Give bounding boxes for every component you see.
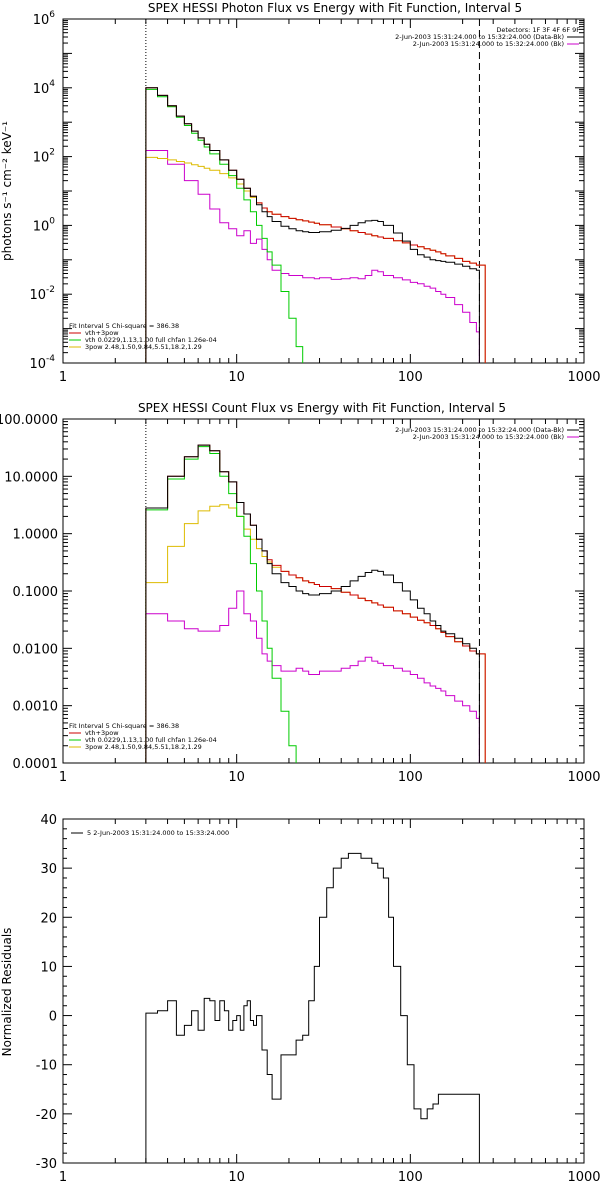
y-tick-label: 0.0010 <box>13 700 59 715</box>
count-flux-panel: SPEX HESSI Count Flux vs Energy with Fit… <box>0 401 600 785</box>
x-tick-label: 1000 <box>567 370 600 385</box>
y-tick-label: 30 <box>40 862 57 877</box>
y-tick-label: 0.1000 <box>13 585 59 600</box>
x-tick-label: 100 <box>398 1170 423 1185</box>
y-tick-label: 10 <box>40 960 57 975</box>
photon-flux-ylabel: photons s⁻¹ cm⁻² keV⁻¹ <box>0 121 14 261</box>
legend-entry: 3pow 2.48,1.50,9.84,5.51,18.2,1.29 <box>85 743 202 751</box>
x-tick-label: 1 <box>59 770 67 785</box>
series-5 <box>145 852 480 1163</box>
y-tick-label: -30 <box>36 1157 57 1172</box>
photon-flux-title: SPEX HESSI Photon Flux vs Energy with Fi… <box>148 1 522 15</box>
legend-entry: 3pow 2.48,1.50,9.84,5.51,18.2,1.29 <box>85 343 202 351</box>
series-vth <box>145 446 297 763</box>
y-tick-label: 40 <box>40 813 57 828</box>
residuals-ylabel: Normalized Residuals <box>0 928 14 1057</box>
series-data-bk <box>145 444 480 763</box>
y-tick-label: 1.0000 <box>13 528 59 543</box>
y-tick-label: 104 <box>33 79 56 97</box>
legend-entry: vth+3pow <box>85 729 119 737</box>
series-vth <box>145 88 304 363</box>
residuals-panel: Normalized Residuals 1 10 100 1000-30-20-10… <box>0 813 600 1185</box>
legend-entry: Fit Interval 5 Chi-square = 386.38 <box>69 722 179 730</box>
legend-entry: 2-Jun-2003 15:31:24.000 to 15:32:24.000 … <box>413 433 564 441</box>
photon-flux-panel: SPEX HESSI Photon Flux vs Energy with Fi… <box>0 1 600 385</box>
legend-entry: 2-Jun-2003 15:31:24.000 to 15:32:24.000 … <box>395 426 564 434</box>
x-tick-label: 100 <box>398 370 423 385</box>
legend-entry: 5 2-Jun-2003 15:31:24.000 to 15:33:24.00… <box>87 829 229 837</box>
plot-frame-2 <box>62 818 585 1164</box>
legend-entry: vth 0.0229,1.13,1.00 full chfan 1.26e-04 <box>85 736 217 744</box>
series-bk <box>145 590 480 763</box>
y-tick-label: 10-2 <box>29 285 55 303</box>
x-tick-label: 10 <box>228 770 245 785</box>
y-tick-label: 10-4 <box>29 354 55 372</box>
y-tick-label: -20 <box>36 1108 57 1123</box>
y-tick-label: 0.0001 <box>13 757 59 772</box>
legend-entry: 2-Jun-2003 15:31:24.000 to 15:32:24.000 … <box>413 40 564 48</box>
series-data-bk <box>145 87 480 363</box>
y-tick-label: -10 <box>36 1059 57 1074</box>
y-tick-label: 100.0000 <box>0 413 58 428</box>
y-tick-label: 102 <box>33 148 55 166</box>
legend-entry: vth+3pow <box>85 329 119 337</box>
y-tick-label: 20 <box>40 911 57 926</box>
series-bk <box>145 150 480 363</box>
count-flux-title: SPEX HESSI Count Flux vs Energy with Fit… <box>138 401 506 415</box>
x-tick-label: 100 <box>398 770 423 785</box>
y-tick-label: 10.0000 <box>4 470 58 485</box>
x-tick-label: 1000 <box>567 1170 600 1185</box>
x-tick-label: 1000 <box>567 770 600 785</box>
x-tick-label: 10 <box>228 370 245 385</box>
y-tick-label: 106 <box>33 10 56 28</box>
legend-entry: vth 0.0229,1.13,1.00 full chfan 1.26e-04 <box>85 336 217 344</box>
x-tick-label: 1 <box>59 370 67 385</box>
y-tick-label: 0.0100 <box>13 642 59 657</box>
y-tick-label: 0 <box>49 1010 57 1025</box>
legend-entry: Fit Interval 5 Chi-square = 386.38 <box>69 322 179 330</box>
legend-entry: 2-Jun-2003 15:31:24.000 to 15:32:24.000 … <box>395 33 564 41</box>
y-tick-label: 100 <box>33 216 56 234</box>
x-tick-label: 1 <box>59 1170 67 1185</box>
legend-entry: Detectors: 1F 3F 4F 6F 9F <box>496 26 580 34</box>
x-tick-label: 10 <box>228 1170 245 1185</box>
